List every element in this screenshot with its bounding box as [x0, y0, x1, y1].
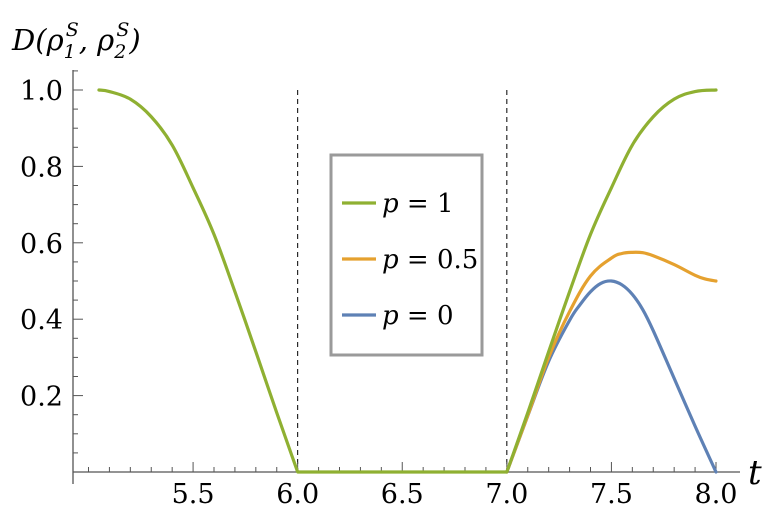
- y-tick-label: 1.0: [20, 76, 63, 107]
- y-tick-label: 0.6: [20, 229, 63, 260]
- y-tick-label: 0.2: [20, 382, 63, 413]
- y-axis-label: D(ρ1S, ρ2S): [11, 19, 141, 63]
- y-ticks: 0.2 0.4 0.6 0.8 1.0: [20, 70, 83, 473]
- x-tick-label: 6.5: [381, 479, 424, 510]
- legend-label: p = 0: [382, 301, 454, 331]
- reference-lines: [297, 90, 508, 472]
- x-tick-label: 5.5: [172, 479, 215, 510]
- x-tick-label: 7.5: [590, 479, 633, 510]
- legend-label: p = 1: [382, 189, 454, 219]
- series-line: [505, 279, 718, 474]
- series-line: [505, 250, 718, 474]
- series-lines: [97, 88, 718, 474]
- x-ticks: 5.5 6.0 6.5 7.0 7.5 8.0: [88, 462, 738, 510]
- x-tick-label: 6.0: [276, 479, 319, 510]
- y-tick-label: 0.8: [20, 152, 63, 183]
- series-line: [97, 88, 718, 474]
- x-tick-label: 8.0: [695, 479, 738, 510]
- legend-label: p = 0.5: [382, 245, 478, 275]
- x-tick-label: 7.0: [485, 479, 528, 510]
- x-axis-label: t: [748, 453, 762, 493]
- y-tick-label: 0.4: [20, 305, 63, 336]
- legend-box: [329, 153, 484, 357]
- legend: p = 1 p = 0.5 p = 0: [329, 153, 484, 357]
